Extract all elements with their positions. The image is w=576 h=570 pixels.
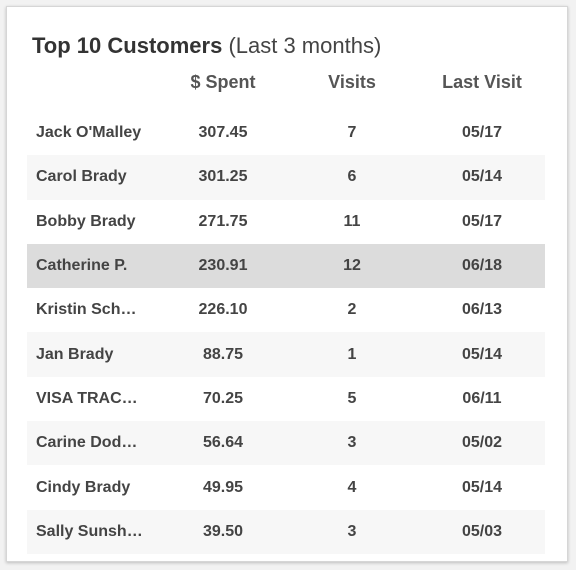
top-customers-card: Top 10 Customers (Last 3 months) $ Spent… bbox=[6, 6, 568, 562]
customer-last-visit: 05/02 bbox=[461, 434, 503, 452]
customer-last-visit: 05/17 bbox=[461, 212, 503, 230]
table-row[interactable]: Cindy Brady 49.95 4 05/14 bbox=[27, 465, 545, 510]
customer-last-visit: 05/14 bbox=[461, 345, 503, 363]
customer-last-visit: 06/13 bbox=[461, 301, 503, 319]
customer-spent: 49.95 bbox=[202, 478, 244, 496]
customer-name: Jan Brady bbox=[36, 345, 114, 363]
column-header-last-visit[interactable]: Last Visit bbox=[442, 72, 522, 92]
customer-spent: 70.25 bbox=[202, 389, 244, 407]
customer-last-visit: 06/11 bbox=[462, 389, 502, 407]
customer-last-visit: 05/17 bbox=[461, 124, 503, 142]
customer-spent: 230.91 bbox=[198, 257, 248, 275]
card-title-subtitle: (Last 3 months) bbox=[228, 33, 382, 58]
card-title-main: Top 10 Customers bbox=[32, 33, 223, 58]
table-row[interactable]: Bobby Brady 271.75 11 05/17 bbox=[27, 199, 545, 244]
card-title: Top 10 Customers (Last 3 months) bbox=[32, 33, 381, 59]
customer-last-visit: 05/14 bbox=[461, 168, 503, 186]
customer-last-visit: 05/03 bbox=[461, 522, 503, 540]
table-row[interactable]: Carol Brady 301.25 6 05/14 bbox=[27, 155, 545, 200]
customer-visits: 12 bbox=[343, 257, 361, 275]
customer-visits: 1 bbox=[347, 345, 357, 363]
customer-name: Kristin Sch… bbox=[36, 301, 137, 319]
table-row-highlighted[interactable]: Catherine P. 230.91 12 06/18 bbox=[27, 243, 545, 289]
customer-visits: 11 bbox=[343, 212, 361, 230]
customer-spent: 271.75 bbox=[198, 212, 248, 230]
customer-name: Sally Sunsh… bbox=[36, 522, 143, 540]
column-header-visits[interactable]: Visits bbox=[328, 72, 376, 92]
customer-name: Carol Brady bbox=[36, 168, 127, 186]
customer-last-visit: 05/14 bbox=[461, 478, 503, 496]
table-body: Jack O'Malley 307.45 7 05/17 Carol Brady… bbox=[27, 111, 545, 554]
customer-visits: 6 bbox=[347, 168, 357, 186]
table-row[interactable]: Sally Sunsh… 39.50 3 05/03 bbox=[27, 509, 545, 554]
customer-name: Bobby Brady bbox=[36, 212, 136, 230]
column-header-spent[interactable]: $ Spent bbox=[190, 72, 256, 92]
customer-name: Catherine P. bbox=[36, 257, 128, 275]
customer-spent: 56.64 bbox=[202, 434, 244, 452]
customer-spent: 226.10 bbox=[198, 301, 248, 319]
customer-spent: 88.75 bbox=[202, 345, 244, 363]
customer-last-visit: 06/18 bbox=[461, 257, 503, 275]
customer-name: Jack O'Malley bbox=[36, 124, 142, 142]
customer-spent: 39.50 bbox=[202, 522, 244, 540]
customer-visits: 2 bbox=[347, 301, 357, 319]
table-row[interactable]: Carine Dod… 56.64 3 05/02 bbox=[27, 421, 545, 466]
customers-table: $ Spent Visits Last Visit Jack O'Malley … bbox=[27, 67, 545, 554]
customer-visits: 4 bbox=[347, 478, 357, 496]
table-row[interactable]: Jack O'Malley 307.45 7 05/17 bbox=[27, 111, 545, 156]
table-row[interactable]: Kristin Sch… 226.10 2 06/13 bbox=[27, 288, 545, 333]
customer-visits: 7 bbox=[347, 124, 357, 142]
customer-name: Cindy Brady bbox=[36, 478, 131, 496]
table-row[interactable]: VISA TRAC… 70.25 5 06/11 bbox=[27, 376, 545, 422]
customer-visits: 5 bbox=[347, 389, 357, 407]
customer-spent: 301.25 bbox=[198, 168, 248, 186]
customer-name: VISA TRAC… bbox=[36, 389, 138, 407]
customer-visits: 3 bbox=[347, 434, 357, 452]
table-header-row: $ Spent Visits Last Visit bbox=[27, 67, 545, 97]
customer-visits: 3 bbox=[347, 522, 357, 540]
table-row[interactable]: Jan Brady 88.75 1 05/14 bbox=[27, 332, 545, 377]
customer-name: Carine Dod… bbox=[36, 434, 138, 452]
customer-spent: 307.45 bbox=[198, 124, 248, 142]
